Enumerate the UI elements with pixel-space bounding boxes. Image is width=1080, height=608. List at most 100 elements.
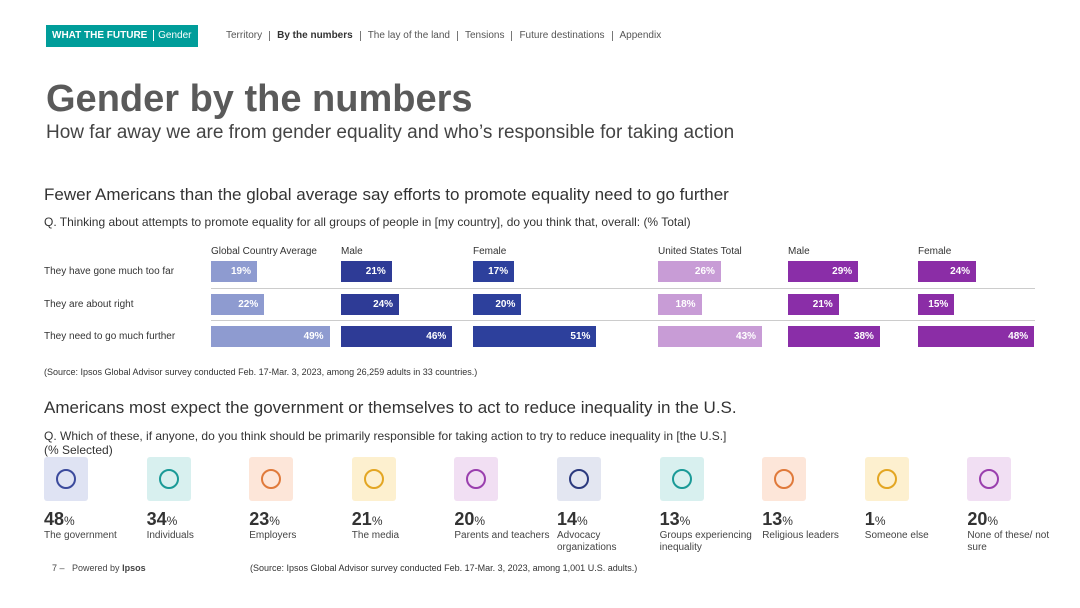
- chart2-question: Q. Which of these, if anyone, do you thi…: [44, 429, 726, 457]
- value: 14%: [557, 509, 653, 530]
- chart2-source: (Source: Ipsos Global Advisor survey con…: [250, 563, 638, 573]
- icon-shape: [261, 469, 282, 489]
- title: Gender by the numbers: [46, 78, 473, 120]
- value-unit: %: [577, 514, 588, 528]
- footer: 7 – Powered by Ipsos: [52, 563, 146, 573]
- value: 23%: [249, 509, 345, 530]
- nav-link: Territory: [226, 30, 263, 41]
- bar: 22%: [211, 294, 265, 315]
- row-label: They need to go much further: [44, 331, 176, 342]
- bar: 38%: [788, 326, 880, 347]
- item: 34% Individuals: [146, 457, 243, 542]
- value: 21%: [352, 509, 448, 530]
- nav-link: Appendix: [611, 31, 669, 41]
- value-unit: %: [874, 514, 886, 528]
- item-label: Someone else: [864, 530, 929, 541]
- item-label: None of these/ not sure: [967, 530, 1050, 553]
- row-separator: [211, 288, 1035, 289]
- column-header: Male: [788, 246, 810, 257]
- bar: 46%: [341, 326, 453, 347]
- row-separator: [211, 320, 1035, 321]
- nav-link: Tensions: [456, 31, 511, 41]
- value-number: 21: [351, 509, 372, 529]
- value-unit: %: [679, 514, 691, 528]
- chart1-question: Q. Thinking about attempts to promote eq…: [44, 215, 691, 229]
- icon: [146, 457, 191, 501]
- value: 20%: [454, 509, 550, 530]
- bar: 17%: [473, 261, 515, 282]
- bar: 24%: [918, 261, 977, 282]
- icon-shape: [466, 469, 487, 489]
- bar: 49%: [211, 326, 330, 347]
- chart1-source: (Source: Ipsos Global Advisor survey con…: [44, 367, 478, 377]
- row-label: They have gone much too far: [44, 266, 175, 277]
- icon: [557, 457, 601, 501]
- column-header: Global Country Average: [211, 246, 317, 257]
- icon: [351, 457, 396, 501]
- item: 20% None of these/ not sure: [967, 457, 1063, 554]
- item-label: Parents and teachers: [454, 530, 550, 541]
- bar: 51%: [473, 326, 597, 347]
- value-unit: %: [474, 514, 486, 528]
- icon-shape: [158, 469, 179, 489]
- item: 21% The media: [351, 457, 448, 542]
- nav-links: Territory By the numbers The lay of the la…: [226, 31, 668, 41]
- icon: [762, 457, 807, 501]
- footer-brand: Ipsos: [122, 563, 146, 573]
- row-label: They are about right: [44, 299, 134, 310]
- item-label: Groups experiencing inequality: [659, 530, 752, 553]
- value-number: 13: [762, 509, 783, 529]
- icon: [454, 457, 499, 501]
- item-label: The government: [44, 530, 117, 541]
- value-unit: %: [269, 514, 280, 528]
- bar: 43%: [658, 326, 763, 347]
- item: 48% The government: [44, 457, 140, 542]
- bar: 15%: [918, 294, 955, 315]
- column-header: Female: [473, 246, 507, 257]
- item: 23% Employers: [249, 457, 345, 542]
- value: 34%: [147, 509, 243, 530]
- icon: [249, 457, 294, 501]
- question: Q. Which of these, if anyone, do you thi…: [44, 429, 727, 443]
- item-label: Individuals: [146, 530, 194, 541]
- item: 20% Parents and teachers: [454, 457, 550, 542]
- bar: 48%: [918, 326, 1035, 347]
- item-label: Advocacy organizations: [557, 530, 617, 553]
- value: 13%: [660, 509, 756, 530]
- value: 48%: [44, 509, 140, 530]
- value-number: 20: [454, 509, 475, 529]
- bar: 29%: [788, 261, 859, 282]
- question-note: (% Selected): [44, 443, 113, 457]
- icon-shape: [774, 469, 795, 489]
- value: 13%: [762, 509, 858, 530]
- item-label: Religious leaders: [762, 530, 839, 541]
- value-unit: %: [166, 514, 178, 528]
- value-number: 34: [146, 509, 167, 529]
- value-number: 23: [249, 509, 270, 529]
- value: 20%: [967, 509, 1063, 530]
- icon: [967, 457, 1012, 501]
- item: 1% Someone else: [864, 457, 961, 542]
- item-label: Employers: [249, 530, 297, 541]
- item: 13% Groups experiencing inequality: [659, 457, 756, 554]
- value-unit: %: [987, 514, 999, 528]
- bar: 20%: [473, 294, 522, 315]
- icon: [44, 457, 88, 501]
- nav-link: The lay of the land: [359, 31, 457, 41]
- page-number: 7 –: [52, 563, 65, 573]
- value-unit: %: [371, 514, 383, 528]
- column-header: United States Total: [658, 246, 742, 257]
- value-number: 13: [659, 509, 680, 529]
- icon-shape: [671, 469, 692, 489]
- chart2-heading: Americans most expect the government or …: [44, 398, 737, 417]
- value-unit: %: [782, 514, 793, 528]
- chart1-heading: Fewer Americans than the global average …: [44, 185, 729, 204]
- bar: 18%: [658, 294, 702, 315]
- icon-shape: [363, 469, 384, 489]
- value-number: 14: [557, 509, 578, 529]
- bar: 21%: [788, 294, 839, 315]
- bar: 19%: [211, 261, 257, 282]
- icon: [864, 457, 909, 501]
- bar: 26%: [658, 261, 721, 282]
